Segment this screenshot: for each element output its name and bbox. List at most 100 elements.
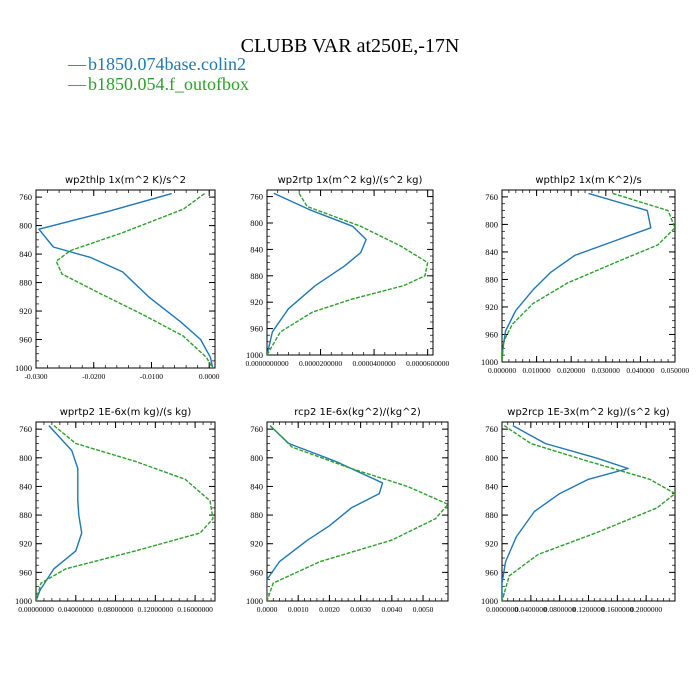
chart-panel-2: wpthlp2 1x(m K^2)/s 760 800 840 880 920 960 100…: [481, 175, 689, 375]
series-line-1: [36, 425, 214, 601]
y-tick-label: 960: [19, 335, 32, 345]
series-line-0: [502, 192, 652, 356]
y-tick-label: 880: [19, 510, 32, 520]
x-tick-label: 0.0000000000: [245, 359, 288, 368]
y-tick-label: 840: [19, 481, 32, 491]
plot-frame: [35, 421, 216, 602]
panel-title: wp2rcp 1E-3x(m^2 kg)/(s^2 kg): [507, 407, 670, 418]
x-tick-label: 0.0400000: [515, 605, 547, 614]
chart-panel-5: wp2rcp 1E-3x(m^2 kg)/(s^2 kg) 760 800 840 88…: [481, 407, 676, 614]
x-tick-label: 0.040000: [626, 366, 654, 375]
chart-panel-3: wprtp2 1E-6x(m kg)/(s kg) 760 800 840 880 920…: [15, 407, 216, 614]
x-tick-label: 0.0000: [257, 605, 278, 614]
y-tick-label: 960: [485, 329, 498, 339]
y-tick-label: 880: [19, 278, 32, 288]
y-tick-label: 920: [19, 306, 32, 316]
x-tick-label: 0.0020: [319, 605, 340, 614]
legend-symbol-0: —: [67, 54, 87, 74]
y-tick-label: 1000: [246, 596, 263, 606]
y-tick-label: 960: [485, 567, 498, 577]
x-tick-label: 0.0000000: [486, 605, 518, 614]
panel-title: wp2rtp 1x(m^2 kg)/(s^2 kg): [278, 175, 423, 186]
y-tick-label: 800: [485, 453, 498, 463]
legend-label-0: b1850.074base.colin2: [88, 54, 246, 74]
series-line-0: [36, 425, 83, 601]
x-tick-label: 0.0010: [288, 605, 309, 614]
y-tick-label: 1000: [15, 596, 32, 606]
x-tick-label: 0.030000: [592, 366, 620, 375]
y-tick-label: 880: [485, 510, 498, 520]
y-tick-label: 880: [250, 510, 263, 520]
y-tick-label: 960: [19, 567, 32, 577]
series-line-1: [502, 192, 675, 362]
plot-frame: [35, 189, 216, 369]
y-tick-label: 960: [250, 567, 263, 577]
x-tick-label: 0.1600000: [601, 605, 633, 614]
y-tick-label: 840: [485, 481, 498, 491]
plot-frame: [501, 189, 676, 363]
chart-panel-4: rcp2 1E-6x(kg^2)/(kg^2) 760 800 840 880 920 96…: [246, 407, 449, 614]
x-tick-label: 0.2000000: [630, 605, 662, 614]
x-tick-label: 0.00000000: [18, 605, 54, 614]
x-tick-label: 0.0000200000: [299, 359, 342, 368]
x-tick-label: 0.1200000: [573, 605, 605, 614]
x-tick-label: 0.0000: [199, 372, 220, 381]
series-line-1: [55, 193, 214, 368]
y-tick-label: 840: [250, 244, 263, 254]
y-tick-label: 920: [250, 297, 263, 307]
y-tick-label: 760: [485, 192, 498, 202]
y-tick-label: 800: [250, 218, 263, 228]
x-tick-label: -0.0200: [82, 372, 105, 381]
y-tick-label: 960: [250, 324, 263, 334]
y-tick-label: 760: [19, 424, 32, 434]
series-line-1: [267, 192, 429, 355]
y-tick-label: 840: [485, 247, 498, 257]
x-tick-label: 0.020000: [557, 366, 585, 375]
x-tick-label: 0.0040: [382, 605, 403, 614]
plot-frame: [266, 189, 434, 356]
panel-title: wpthlp2 1x(m K^2)/s: [535, 175, 641, 186]
legend-symbol-1: —: [67, 74, 87, 94]
series-line-0: [267, 192, 367, 355]
y-tick-label: 920: [485, 539, 498, 549]
x-tick-label: 0.0800000: [544, 605, 576, 614]
y-tick-label: 800: [485, 219, 498, 229]
plot-frame: [266, 421, 449, 602]
y-tick-label: 800: [250, 453, 263, 463]
y-tick-label: 880: [485, 274, 498, 284]
x-tick-label: 0.000000: [488, 366, 516, 375]
x-tick-label: 0.04000000: [58, 605, 94, 614]
legend-label-1: b1850.054.f_outofbox: [88, 74, 249, 94]
y-tick-label: 800: [19, 221, 32, 231]
series-line-1: [267, 425, 448, 601]
y-tick-label: 760: [250, 424, 263, 434]
y-tick-label: 920: [250, 539, 263, 549]
y-tick-label: 760: [250, 192, 263, 202]
y-tick-label: 760: [19, 192, 32, 202]
x-tick-label: 0.08000000: [98, 605, 134, 614]
y-tick-label: 760: [485, 424, 498, 434]
series-line-1: [502, 425, 675, 601]
y-tick-label: 880: [250, 271, 263, 281]
y-tick-label: 920: [485, 302, 498, 312]
panel-title: wprtp2 1E-6x(m kg)/(s kg): [60, 407, 192, 418]
y-tick-label: 1000: [15, 363, 32, 373]
x-tick-label: 0.0000400000: [353, 359, 396, 368]
y-tick-label: 1000: [481, 357, 498, 367]
y-tick-label: 1000: [246, 350, 263, 360]
x-tick-label: -0.0100: [140, 372, 163, 381]
x-tick-label: 0.0030: [350, 605, 371, 614]
series-line-0: [267, 425, 384, 601]
chart-panel-0: wp2thlp 1x(m^2 K)/s^2 760 800 840 880 920 960 1…: [15, 175, 220, 381]
legend: — b1850.074base.colin2 — b1850.054.f_out…: [67, 54, 249, 94]
panel-title: rcp2 1E-6x(kg^2)/(kg^2): [294, 407, 421, 418]
y-tick-label: 800: [19, 453, 32, 463]
chart-panel-1: wp2rtp 1x(m^2 kg)/(s^2 kg) 760 800 840 880 92…: [245, 175, 449, 368]
y-tick-label: 1000: [481, 596, 498, 606]
panel-title: wp2thlp 1x(m^2 K)/s^2: [65, 175, 186, 186]
figure-title: CLUBB VAR at250E,-17N: [241, 35, 460, 57]
y-tick-label: 840: [250, 481, 263, 491]
x-tick-label: 0.0000600000: [406, 359, 449, 368]
x-tick-label: -0.0300: [24, 372, 47, 381]
